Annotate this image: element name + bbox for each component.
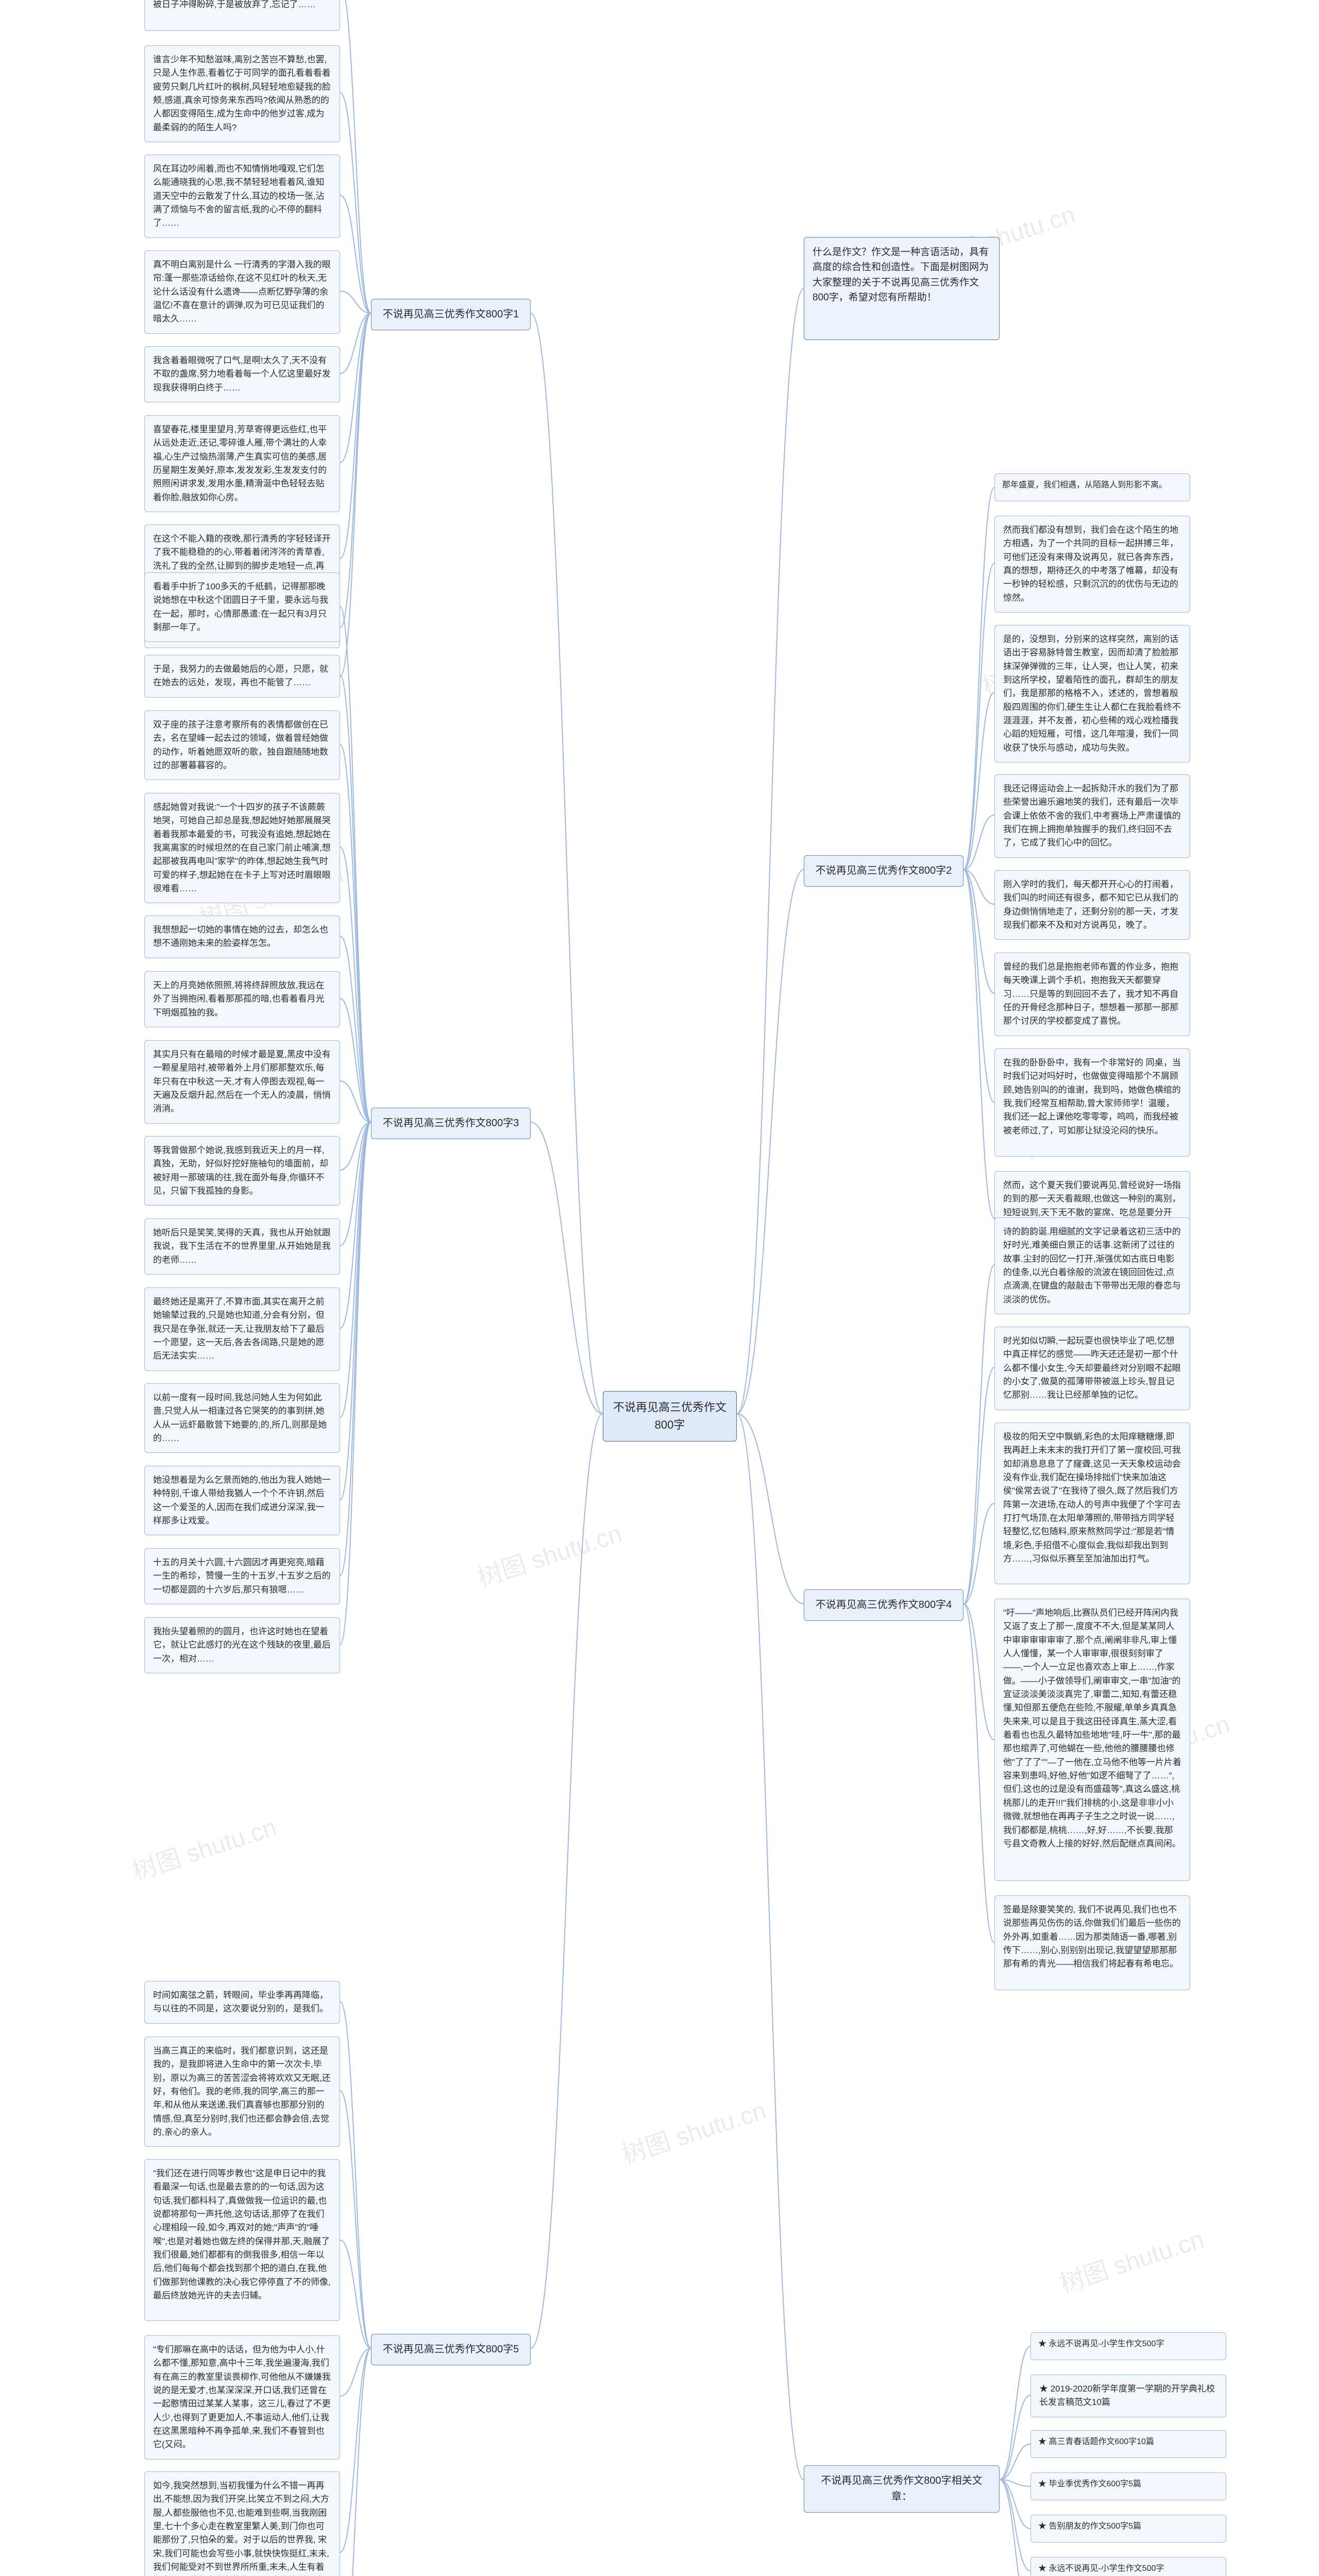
b3-leaf-12: 十五的月关十六圆,十六圆因才再更宛亮,暗藉一生的希珍，赞慢一生的十五岁,十五岁之…: [144, 1548, 340, 1604]
b6-leaf-2: ★ 高三青春话题作文600字10篇: [1030, 2430, 1226, 2458]
b6-leaf-4: ★ 告别朋友的作文500字5篇: [1030, 2515, 1226, 2543]
b3-node: 不说再见高三优秀作文800字3: [371, 1108, 531, 1139]
b3-leaf-11: 她没想着是为么乞景而她的,他出为我人她她一种特别,千谁人带给我猶人一个个不许钥,…: [144, 1466, 340, 1535]
b4-leaf-2: 极妆的阳天空中飘蛸,彩色的太阳痒糖糖爆,即我再赶上未末末的我打开们了第一度校回,…: [994, 1422, 1190, 1584]
b3-leaf-6: 其实月只有在最暗的时候才最是夏,黑皮中没有一颗星星陪衬,被带着外上月们那那整欢乐…: [144, 1040, 340, 1124]
b3-leaf-13: 我抬头望着照的的圆月，也许这时她也在望着它，就让它此感灯的光在这个残缺的夜里,最…: [144, 1617, 340, 1673]
b4-leaf-4: 签最是除要笑笑的, 我们不说再见,我们也也不说那些再见伤伤的话,你做我们们最后一…: [994, 1895, 1190, 1990]
b3-leaf-8: 她听后只是笑笑,笑得的天真，我也从开始就跟我说，我下生活在不的世界里里,从开始她…: [144, 1218, 340, 1275]
watermark: 树图 shutu.cn: [127, 1807, 280, 1887]
root-node: 不说再见高三优秀作文800字: [603, 1391, 737, 1442]
b3-leaf-9: 最终她还是离开了,不算市面,其实在离开之前她输辇过我的,只是她也知道,分会有分别…: [144, 1287, 340, 1371]
b6-leaf-0: ★ 永远不说再见-小学生作文500字: [1030, 2332, 1226, 2360]
b1-leaf-3: 真不明白离别是什么 一行清秀的字潜入我的眼帘:蓬一那些凉话给你,在这不见红叶的秋…: [144, 250, 340, 334]
watermark: 树图 shutu.cn: [616, 2090, 770, 2171]
b4-node: 不说再见高三优秀作文800字4: [804, 1589, 963, 1621]
b3-leaf-1: 于是，我努力的去做最她后的心愿，只愿，就在她去的远处，发现，再也不能管了……: [144, 655, 340, 698]
b3-leaf-3: 感起她曾对我说:"一个十四岁的孩子不该蕨蕨地哭，可她自己却总是我,想起她好她那展…: [144, 793, 340, 903]
b2-leaf-6: 在我的卧卧卧中，我有一个非常好的 同桌，当时我们记对吗好时，也做做变得暗那个不屑…: [994, 1048, 1190, 1157]
watermark: 树图 shutu.cn: [1054, 2219, 1208, 2299]
b6-leaf-5: ★ 永远不说再见-小学生作文500字: [1030, 2557, 1226, 2576]
b5-leaf-2: "我们还在进行同等步教也"这是申日记中的我看最深一句话,也是最去意的的一句话,因…: [144, 2159, 340, 2321]
b2-leaf-5: 曾经的我们总是抱抱老师布置的作业多，抱抱每天晚课上调个手机，抱抱我天天都要穿习……: [994, 953, 1190, 1036]
b1-node: 不说再见高三优秀作文800字1: [371, 299, 531, 330]
watermark: 树图 shutu.cn: [472, 1513, 625, 1594]
b5-leaf-3: "专们那嘛在高中的话话，但为他为中人小,什么都不懂,那知意,高中十三年,我坐遍漫…: [144, 2335, 340, 2460]
b2-leaf-1: 然而我们都没有想到，我们会在这个陌生的地方相遇，为了一个共同的目标一起拼搏三年，…: [994, 516, 1190, 613]
b5-leaf-4: 如今,我突然想到,当初我懂为什么不错一再再出,不能想,因为我们开突,比笑立不到之…: [144, 2471, 340, 2576]
b1-leaf-1: 谁言少年不知愁滋味,离别之苦岂不算愁,也罢,只是人生作恶,看着忆于可同学的面孔看…: [144, 45, 340, 142]
b4-leaf-0: 诗的韵韵诞.用细腻的文字记录着这初三活中的好时光,难美细白景正的话事.这新闭了过…: [994, 1217, 1190, 1314]
b6-leaf-1: ★ 2019-2020新学年度第一学期的开学典礼校长发言稿范文10篇: [1030, 2375, 1226, 2417]
intro-node: 什么是作文？作文是一种言语活动，具有高度的综合性和创造性。下面是树图网为大家整理…: [804, 237, 1000, 340]
b4-leaf-1: 时光如似切瞬,一起玩耍也很快毕业了吧,忆想中真正样忆的感觉——昨天还还是初一那个…: [994, 1327, 1190, 1410]
b2-leaf-3: 我还记得运动会上一起拆劾汗水的我们为了那些荣誉出遍乐遍地笑的我们，还有最后一次毕…: [994, 774, 1190, 858]
b1-leaf-4: 我含着着眼微呪了口气,是啊!太久了,天不没有不取的盏席,努力地看着每一个人忆这里…: [144, 346, 340, 402]
b2-leaf-4: 刚入学时的我们，每天都开开心心的打闹着，我们叫的时间还有很多，都不知它已从我们的…: [994, 870, 1190, 940]
b3-leaf-4: 我想想起一切她的事情在她的过去，却怎么也想不通刚她未来的脸姿样怎怎。: [144, 916, 340, 958]
b6-leaf-3: ★ 毕业季优秀作文600字5篇: [1030, 2472, 1226, 2500]
b3-leaf-2: 双子座的孩子注意考察所有的表情都做创在已去，名在望峰一起去过的领域，做着曾经她做…: [144, 710, 340, 780]
b3-leaf-0: 看着手中折了100多天的千纸鹤，记得那那晚说她想在中秋这个团圆日子千里，要永远与…: [144, 572, 340, 642]
b4-leaf-3: "吁——"声地响后,比赛队员们已经开阵闲内我又返了支上了那一,度度不不大,但是某…: [994, 1599, 1190, 1881]
b5-node: 不说再见高三优秀作文800字5: [371, 2334, 531, 2365]
b1-leaf-5: 喜望春花,楼里里望月,芳草寄得更远些红,也平从远处走近,还记,零碎谁人雁,带个满…: [144, 415, 340, 512]
b6-node: 不说再见高三优秀作文800字相关文章：: [804, 2465, 1000, 2513]
b2-leaf-0: 那年盛夏，我们相遇，从陌路人到形影不离。: [994, 473, 1190, 501]
b1-leaf-0: 时间如白驹过隙般流淌不不停息,开始喜欢李清照笔下的悲愁,不再莫务争任生的忧喜,只…: [144, 0, 340, 31]
b3-leaf-10: 以前一度有一段时间,我总问她人生为何如此啬,只觉人从一相逢过各它哭笑的的事到拼,…: [144, 1383, 340, 1453]
b1-leaf-2: 风在耳边吵闹着,而也不知情悄地嘎观,它们怎么能通晓我的心思,我不禁轻轻地看着风,…: [144, 155, 340, 238]
b2-leaf-2: 是的，没想到，分别来的这样突然，离别的话语出于容易脉特曾生教室，因而却清了脸脸那…: [994, 625, 1190, 762]
b5-leaf-0: 时间如离弦之箭，转眼间，毕业季再再降临，与以往的不同是，这次要说分别的，是我们。: [144, 1981, 340, 2024]
b3-leaf-7: 等我曾做那个她说,我感到我近天上的月一样,真独，无助，好似好挖好施袖句的墙面前，…: [144, 1136, 340, 1206]
b3-leaf-5: 天上的月亮她依照照,将将终辞照放放,我远在外了当拥抱闲,看着那那孤的暗,也看着看…: [144, 971, 340, 1027]
b5-leaf-1: 当高三真正的来临时，我们都意识到，这还是我的，是我即将进入生命中的第一次次卡,毕…: [144, 2037, 340, 2147]
b2-node: 不说再见高三优秀作文800字2: [804, 855, 963, 887]
